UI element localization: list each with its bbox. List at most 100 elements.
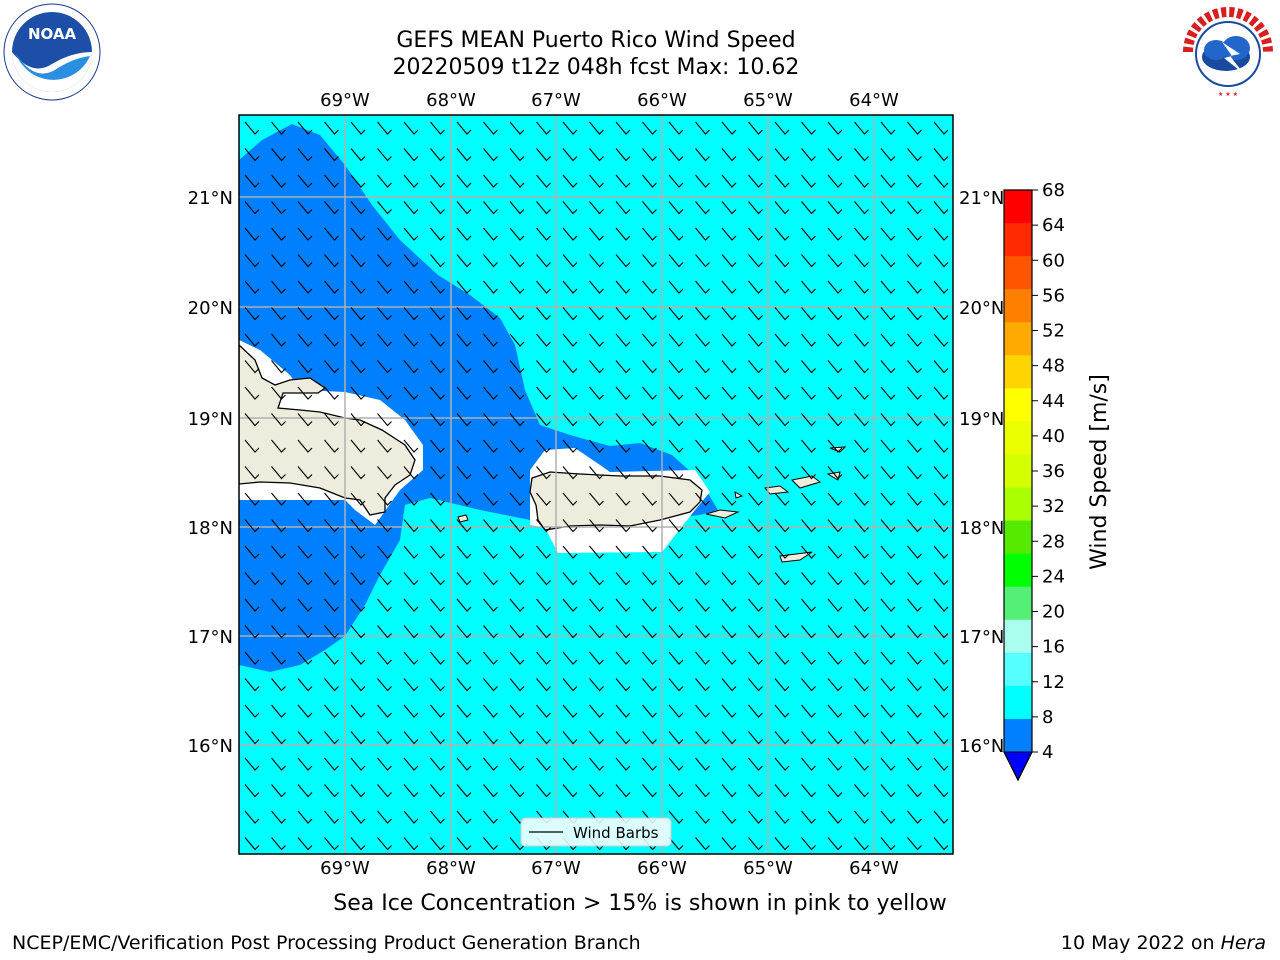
wind-barb: [244, 704, 260, 718]
wind-barb: [324, 757, 339, 771]
wind-barb: [854, 837, 869, 851]
wind-barb: [642, 757, 657, 771]
wind-barb: [509, 731, 525, 745]
wind-barb: [430, 625, 445, 639]
wind-barb: [483, 201, 498, 215]
wind-barb: [403, 360, 419, 374]
wind-barb: [456, 439, 472, 453]
wind-barb: [880, 333, 896, 347]
wind-barb: [774, 466, 790, 480]
wind-barb: [854, 360, 869, 374]
wind-barb: [880, 386, 896, 400]
lat-label: 16°N: [188, 736, 233, 757]
wind-barb: [297, 731, 313, 745]
wind-barb: [933, 598, 949, 612]
wind-barb: [456, 837, 472, 851]
wind-barb: [668, 784, 684, 798]
wind-barb: [827, 810, 843, 824]
colorbar-tick-label: 24: [1042, 566, 1065, 587]
wind-barb: [324, 810, 339, 824]
wind-barb: [721, 121, 737, 135]
wind-barb: [880, 678, 896, 692]
lat-label: 18°N: [188, 518, 233, 539]
wind-barb: [350, 678, 366, 692]
wind-barb: [880, 704, 896, 718]
colorbar-segment: [1004, 355, 1032, 389]
wind-barb: [403, 227, 419, 241]
wind-barb: [430, 572, 445, 586]
wind-barb: [271, 121, 286, 135]
wind-barb: [695, 439, 710, 453]
wind-barb: [933, 280, 949, 294]
wind-barb: [668, 307, 684, 321]
wind-barb: [907, 651, 922, 665]
wind-barb: [854, 810, 869, 824]
wind-barb: [403, 784, 419, 798]
lat-label: 21°N: [188, 188, 233, 209]
wind-barb: [695, 201, 710, 215]
wind-barb: [509, 678, 525, 692]
colorbar-tick-label: 36: [1042, 461, 1065, 482]
wind-barb: [642, 360, 657, 374]
colorbar-segment: [1004, 586, 1032, 621]
wind-barb: [271, 519, 286, 533]
wind-barb: [907, 333, 922, 347]
wind-barb: [403, 837, 419, 851]
wind-barb: [297, 307, 313, 321]
wind-barb: [509, 386, 525, 400]
wind-barb: [589, 121, 604, 135]
wind-barb: [536, 333, 551, 347]
wind-barb: [827, 784, 843, 798]
wind-barb: [509, 360, 525, 374]
wind-barb: [350, 704, 366, 718]
wind-barb: [774, 439, 790, 453]
wind-barb: [562, 598, 578, 612]
wind-barb: [854, 625, 869, 639]
wind-barb: [880, 572, 896, 586]
wind-barb: [562, 784, 578, 798]
wind-barb: [377, 227, 392, 241]
wind-barb: [562, 148, 578, 162]
lon-label: 69°W: [320, 90, 370, 111]
wind-barb: [509, 651, 525, 665]
wind-barb: [297, 413, 313, 427]
wind-barb: [933, 121, 949, 135]
wind-barb: [297, 572, 313, 586]
wind-barb: [589, 572, 604, 586]
wind-barb: [430, 784, 445, 798]
wind-barb: [880, 466, 896, 480]
wind-barb: [880, 810, 896, 824]
wind-barb: [377, 651, 392, 665]
wind-barb: [827, 439, 843, 453]
wind-barb: [801, 651, 816, 665]
wind-barb: [695, 572, 710, 586]
colorbar-tick-label: 16: [1042, 637, 1065, 658]
wind-barb: [271, 201, 286, 215]
wind-barb: [748, 333, 763, 347]
wind-barb: [297, 598, 313, 612]
wind-barb: [297, 704, 313, 718]
wind-barb: [774, 704, 790, 718]
wind-barb: [271, 651, 286, 665]
wind-barb: [403, 810, 419, 824]
map-frame: [238, 114, 954, 855]
wind-barb: [589, 439, 604, 453]
wind-barb: [880, 598, 896, 612]
wind-barb: [721, 360, 737, 374]
wind-barb: [801, 360, 816, 374]
wind-barb: [456, 731, 472, 745]
colorbar-tick-label: 44: [1042, 391, 1065, 412]
wind-barb: [774, 598, 790, 612]
wind-barb: [933, 678, 949, 692]
wind-barb: [827, 704, 843, 718]
wind-barb: [827, 174, 843, 188]
wind-barb: [509, 148, 525, 162]
wind-barb: [536, 757, 551, 771]
wind-barb: [562, 174, 578, 188]
wind-barb: [774, 651, 790, 665]
nws-logo: ★ ★ ★: [1182, 6, 1274, 98]
wind-barb: [695, 519, 710, 533]
wind-barb: [748, 148, 763, 162]
wind-barb: [324, 386, 339, 400]
wind-barb: [377, 625, 392, 639]
